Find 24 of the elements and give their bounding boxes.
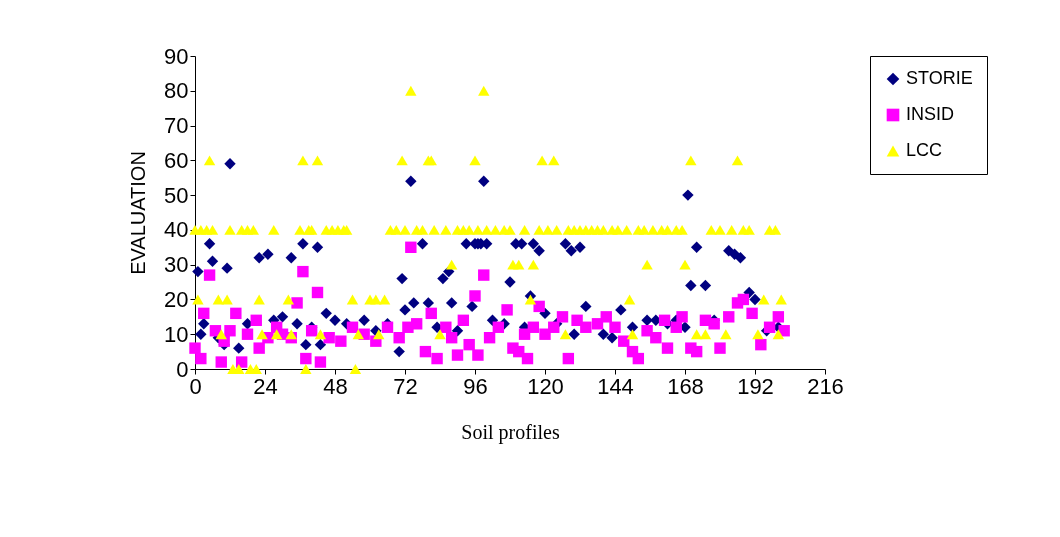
x-tick-label: 120: [527, 373, 564, 399]
y-tick-label: 30: [164, 252, 189, 278]
x-tick-label: 48: [323, 373, 348, 399]
x-tick-label: 144: [597, 373, 634, 399]
y-tick-label: 60: [164, 147, 189, 173]
y-tick-label: 40: [164, 217, 189, 243]
y-tick-label: 70: [164, 113, 189, 139]
y-tick-label: 10: [164, 321, 189, 347]
y-axis-title: EVALUATION: [127, 151, 150, 275]
x-tick-label: 24: [253, 373, 278, 399]
legend-label: INSID: [906, 104, 955, 124]
y-tick-label: 20: [164, 286, 189, 312]
legend-label: LCC: [906, 140, 943, 160]
y-tick-label: 50: [164, 182, 189, 208]
legend-label: STORIE: [906, 68, 973, 88]
y-tick-label: 80: [164, 78, 189, 104]
y-tick-label: 0: [176, 356, 189, 382]
x-tick-label: 96: [463, 373, 488, 399]
x-tick-label: 216: [807, 373, 844, 399]
x-axis-title: Soil profiles: [461, 420, 560, 444]
x-tick-label: 72: [393, 373, 418, 399]
x-tick-label: 168: [667, 373, 704, 399]
y-tick-label: 90: [164, 43, 189, 69]
x-tick-label: 192: [737, 373, 774, 399]
